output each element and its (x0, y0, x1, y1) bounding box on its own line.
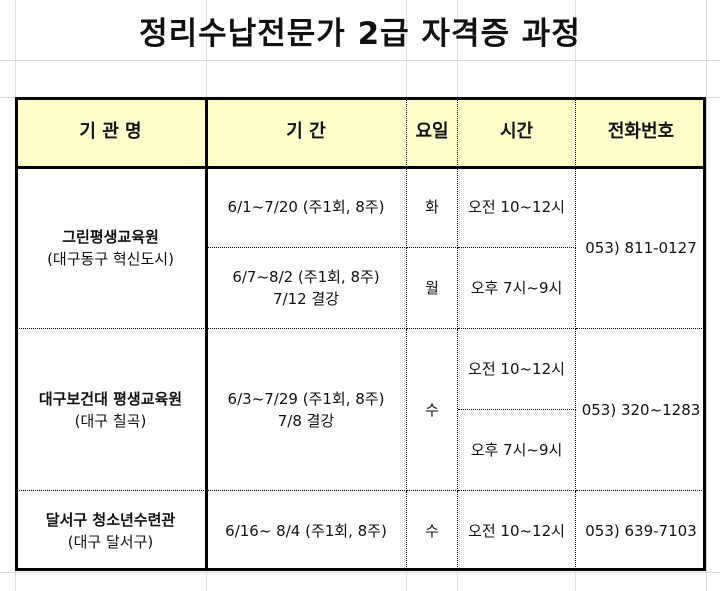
header-time[interactable]: 시간 (458, 97, 576, 167)
header-phone[interactable]: 전화번호 (576, 97, 706, 167)
org-location: (대구 칠곡) (74, 411, 147, 430)
gridline (0, 60, 720, 61)
time-cell[interactable]: 오전 10~12시 (458, 329, 576, 410)
phone-cell[interactable]: 053) 639-7103 (576, 491, 706, 571)
day-cell[interactable]: 화 (407, 167, 458, 248)
period-note: 7/12 결강 (272, 290, 340, 308)
org-cell[interactable]: 그린평생교육원 (대구동구 혁신도시) (15, 167, 206, 329)
org-name: 달서구 청소년수련관 (45, 511, 176, 529)
org-cell[interactable]: 달서구 청소년수련관 (대구 달서구) (15, 491, 206, 571)
day-cell[interactable]: 월 (407, 248, 458, 329)
period-cell[interactable]: 6/7~8/2 (주1회, 8주) 7/12 결강 (206, 248, 407, 329)
header-day[interactable]: 요일 (407, 97, 458, 167)
period-cell[interactable]: 6/1~7/20 (주1회, 8주) (206, 167, 407, 248)
phone-cell[interactable]: 053) 811-0127 (576, 167, 706, 329)
period: 6/1~7/20 (주1회, 8주) (227, 198, 385, 216)
time-cell[interactable]: 오후 7시~9시 (458, 248, 576, 329)
gridline (706, 0, 707, 591)
org-location: (대구동구 혁신도시) (47, 249, 174, 268)
header-divider (15, 166, 706, 169)
time-cell[interactable]: 오후 7시~9시 (458, 410, 576, 491)
period-cell[interactable]: 6/16~ 8/4 (주1회, 8주) (206, 491, 407, 571)
column-divider (205, 97, 208, 571)
org-cell[interactable]: 대구보건대 평생교육원 (대구 칠곡) (15, 329, 206, 491)
period: 6/7~8/2 (주1회, 8주) (232, 268, 380, 286)
header-period[interactable]: 기 간 (206, 97, 407, 167)
day-cell[interactable]: 수 (407, 329, 458, 491)
time-cell[interactable]: 오전 10~12시 (458, 167, 576, 248)
day-cell[interactable]: 수 (407, 491, 458, 571)
sheet-title: 정리수납전문가 2급 자격증 과정 (139, 16, 581, 52)
org-name: 대구보건대 평생교육원 (38, 389, 183, 408)
org-location: (대구 달서구) (67, 533, 154, 551)
period-note: 7/8 결강 (277, 411, 335, 430)
gridline (0, 572, 720, 573)
org-name: 그린평생교육원 (62, 227, 159, 246)
header-org[interactable]: 기 관 명 (15, 97, 206, 167)
phone-cell[interactable]: 053) 320~1283 (576, 329, 706, 491)
time-cell[interactable]: 오전 10~12시 (458, 491, 576, 571)
period-cell[interactable]: 6/3~7/29 (주1회, 8주) 7/8 결강 (206, 329, 407, 491)
period: 6/3~7/29 (주1회, 8주) (227, 389, 385, 408)
